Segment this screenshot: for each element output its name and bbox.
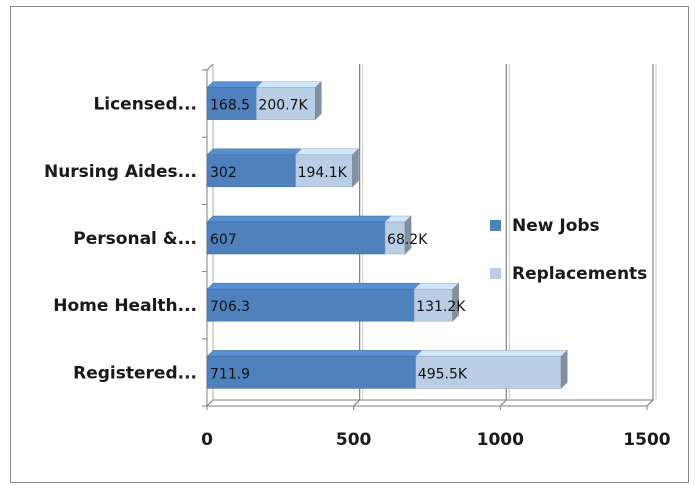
bar-new-jobs — [206, 356, 417, 389]
data-label-new-jobs: 607 — [210, 232, 237, 248]
category-label: Nursing Aides... — [44, 162, 197, 182]
data-label-new-jobs: 302 — [210, 165, 237, 181]
x-tick-label: 500 — [336, 430, 372, 450]
bars — [206, 80, 568, 390]
bar-side — [315, 80, 322, 121]
bar-top-new-jobs — [206, 215, 392, 223]
data-label-new-jobs: 168.5 — [210, 98, 250, 114]
bar-new-jobs — [206, 221, 386, 255]
bar-side — [452, 282, 459, 322]
gridline-floor — [646, 399, 654, 407]
legend-swatch — [490, 268, 501, 279]
data-label-replacements: 200.7K — [258, 98, 308, 114]
legend-swatch — [490, 220, 501, 231]
bar-top-new-jobs — [206, 282, 421, 290]
bar-top-replacements — [294, 148, 360, 156]
x-tick-label: 1000 — [477, 430, 524, 450]
bar-replacements — [413, 288, 453, 322]
x-tick-label: 1500 — [623, 430, 670, 450]
category-label: Licensed... — [93, 95, 197, 115]
bar-new-jobs — [206, 87, 257, 120]
bar-top-new-jobs — [206, 148, 303, 156]
category-label: Registered... — [73, 363, 197, 383]
category-label: Personal &... — [73, 229, 197, 249]
bar-replacements — [415, 356, 562, 389]
gridline-floor — [353, 399, 361, 407]
legend: New Jobs Replacements — [490, 216, 647, 284]
data-label-replacements: 131.2K — [416, 299, 466, 315]
bar-top-new-jobs — [206, 81, 264, 88]
gridline-floor — [499, 399, 507, 407]
bar-side — [352, 148, 359, 188]
bar-side — [560, 349, 568, 390]
bar-new-jobs — [206, 154, 296, 188]
data-label-replacements: 194.1K — [298, 165, 348, 181]
bar-replacements — [256, 87, 316, 120]
data-label-replacements: 495.5K — [418, 366, 468, 382]
bar-new-jobs — [206, 288, 415, 322]
bar-side — [404, 215, 412, 255]
legend-label: New Jobs — [512, 216, 600, 236]
legend-label: Replacements — [512, 264, 647, 284]
data-label-new-jobs: 711.9 — [210, 366, 250, 382]
bar-top-new-jobs — [206, 350, 423, 357]
data-label-new-jobs: 706.3 — [210, 299, 250, 315]
category-label: Home Health... — [53, 296, 197, 316]
data-label-replacements: 68.2K — [387, 232, 428, 248]
bar-top-replacements — [255, 81, 322, 88]
bar-top-replacements — [413, 282, 460, 290]
bar-top-replacements — [415, 350, 568, 357]
x-tick-label: 0 — [201, 430, 213, 450]
floor — [205, 399, 655, 407]
